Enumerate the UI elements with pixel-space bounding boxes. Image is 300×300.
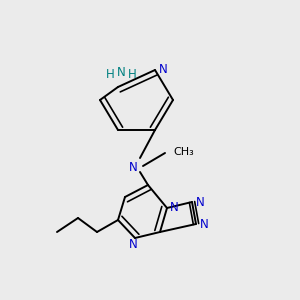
Text: H: H <box>128 68 137 82</box>
Text: N: N <box>170 201 178 214</box>
Text: N: N <box>200 218 208 230</box>
Text: H: H <box>106 68 115 82</box>
Text: N: N <box>117 66 125 79</box>
Text: N: N <box>195 196 204 208</box>
Text: CH₃: CH₃ <box>173 147 194 157</box>
Text: N: N <box>159 63 168 76</box>
Text: N: N <box>129 161 138 174</box>
Text: N: N <box>129 238 138 251</box>
